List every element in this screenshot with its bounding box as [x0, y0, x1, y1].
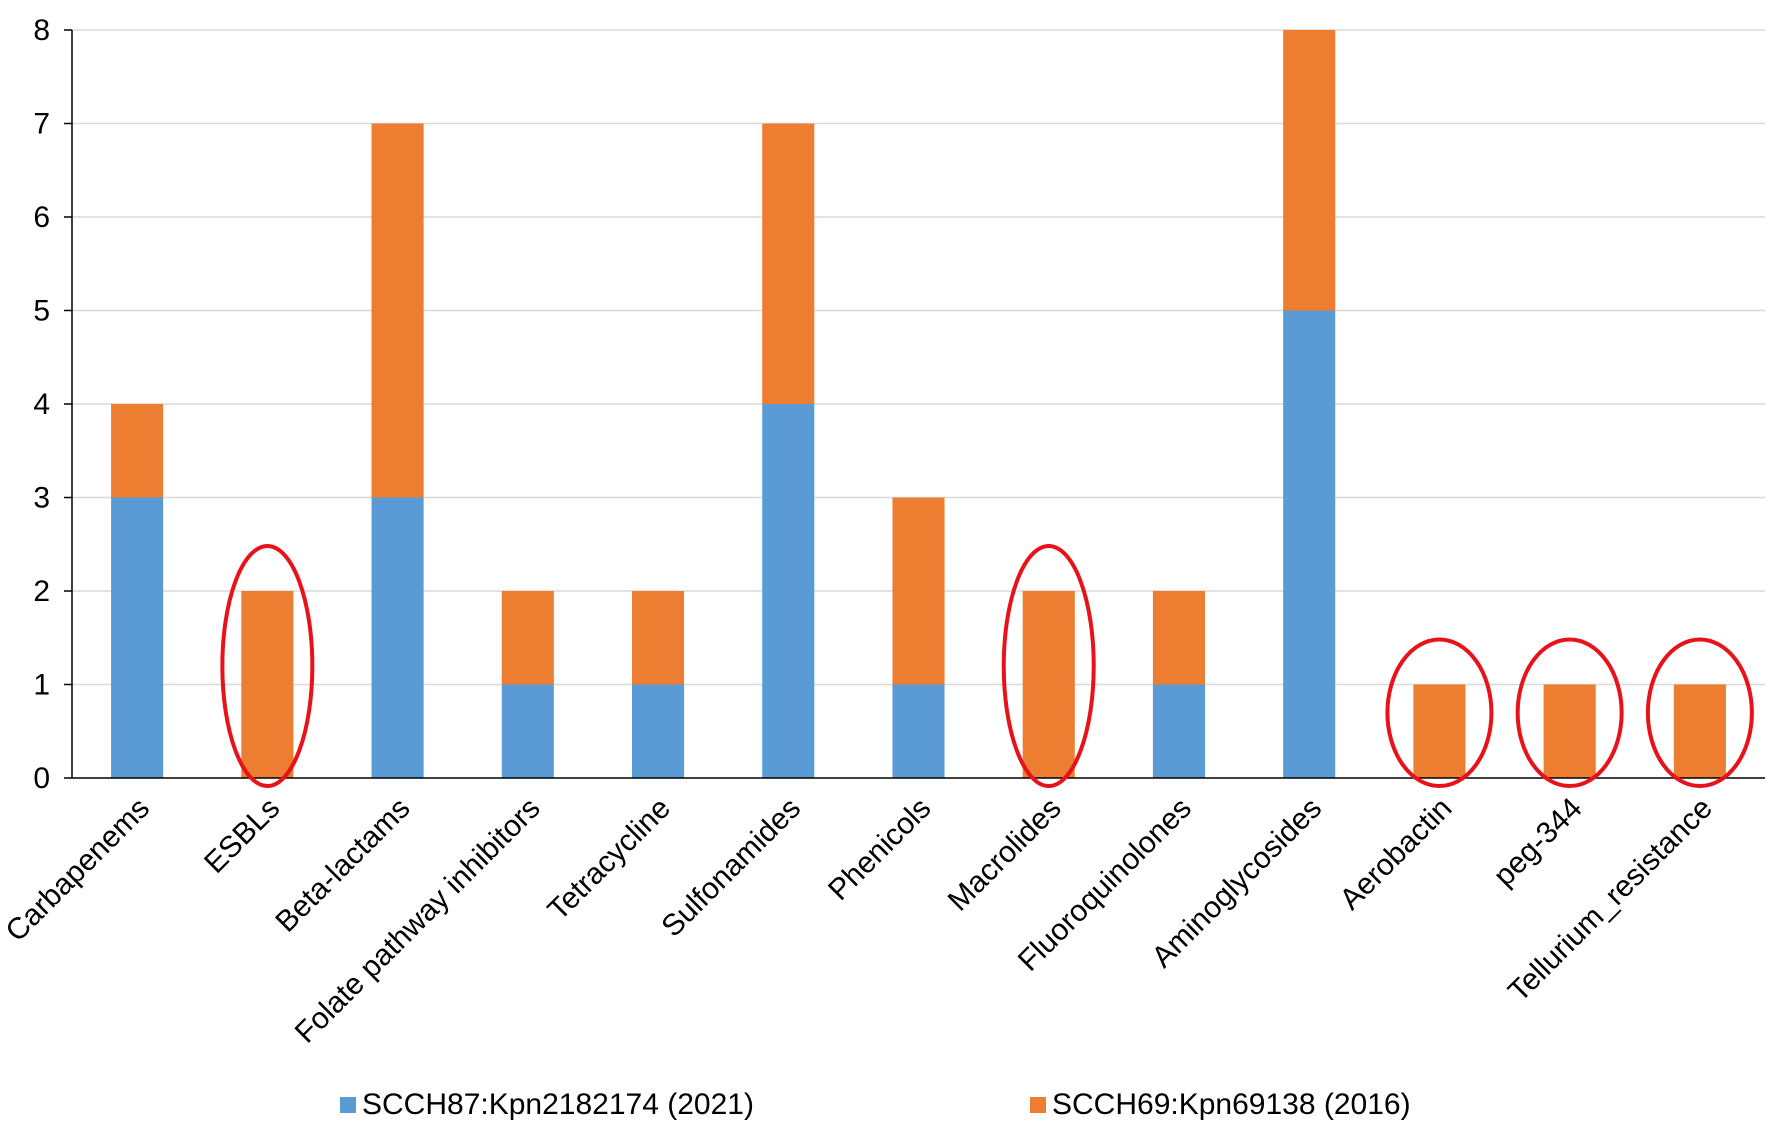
- bar-series2-phenicols: [892, 497, 945, 685]
- x-tick-label: Carbapenems: [0, 792, 156, 949]
- y-tick-label: 3: [33, 482, 50, 515]
- x-tick-label: Tetracycline: [542, 792, 677, 927]
- y-tick-label: 7: [33, 108, 50, 141]
- bar-series1-phenicols: [892, 684, 945, 778]
- bar-series2-tetracycline: [631, 591, 685, 685]
- bar-series2-beta-lactams: [371, 123, 424, 498]
- bar-series2-macrolides: [1022, 591, 1075, 778]
- y-tick-label: 0: [33, 762, 50, 795]
- y-tick-label: 5: [33, 295, 50, 328]
- highlight-ellipse: [1645, 637, 1754, 788]
- bar-series1-sulfonamides: [762, 404, 815, 778]
- bar-series2-peg-344: [1543, 684, 1596, 778]
- legend-swatch: [1030, 1097, 1046, 1113]
- y-tick-label: 2: [33, 575, 50, 608]
- y-tick-label: 4: [33, 388, 50, 421]
- x-tick-label: ESBLs: [198, 792, 286, 880]
- bar-series2-tellurium-resistance: [1673, 684, 1726, 778]
- legend-label: SCCH87:Kpn2182174 (2021): [362, 1088, 754, 1121]
- bar-series1-fluoroquinolones: [1152, 684, 1206, 778]
- bar-series2-carbapenems: [111, 404, 164, 498]
- y-tick-label: 8: [33, 14, 50, 47]
- axes: [64, 29, 1765, 779]
- x-tick-label: Sulfonamides: [655, 792, 807, 944]
- bar-series2-folate-pathway-inhibitors: [501, 591, 554, 685]
- bar-series2-aminoglycosides: [1283, 30, 1336, 311]
- bar-series2-sulfonamides: [762, 123, 815, 404]
- x-tick-label: Folate pathway inhibitors: [289, 792, 547, 1050]
- bar-series1-carbapenems: [111, 497, 164, 778]
- x-tick-label: Phenicols: [822, 792, 937, 907]
- y-tick-label: 1: [33, 669, 50, 702]
- bar-series2-aerobactin: [1413, 684, 1466, 778]
- highlight-ellipse: [220, 544, 315, 788]
- legend-label: SCCH69:Kpn69138 (2016): [1052, 1088, 1411, 1121]
- x-tick-label: Aerobactin: [1334, 792, 1459, 917]
- highlight-ellipse: [1385, 637, 1494, 788]
- y-tick-label: 6: [33, 201, 50, 234]
- y-tick-labels: 0 1 2 3 4 5 6 7 8: [33, 14, 50, 795]
- x-tick-label: peg-344: [1487, 792, 1588, 893]
- bar-series1-aminoglycosides: [1283, 310, 1336, 778]
- highlight-ellipses: [220, 544, 1754, 788]
- x-tick-label: Beta-lactams: [269, 792, 416, 939]
- highlight-ellipse: [1001, 544, 1096, 788]
- bar-series2-esbls: [241, 591, 294, 778]
- legend-swatch: [340, 1097, 356, 1113]
- bar-series1-tetracycline: [631, 684, 685, 778]
- highlight-ellipse: [1515, 637, 1624, 788]
- bar-series1-beta-lactams: [371, 497, 424, 778]
- x-tick-label: Macrolides: [942, 792, 1068, 918]
- bar-series2-fluoroquinolones: [1152, 591, 1206, 685]
- bar-series1-folate-pathway-inhibitors: [501, 684, 554, 778]
- bars: [111, 30, 1726, 778]
- legend: SCCH87:Kpn2182174 (2021) SCCH69:Kpn69138 …: [340, 1088, 1411, 1121]
